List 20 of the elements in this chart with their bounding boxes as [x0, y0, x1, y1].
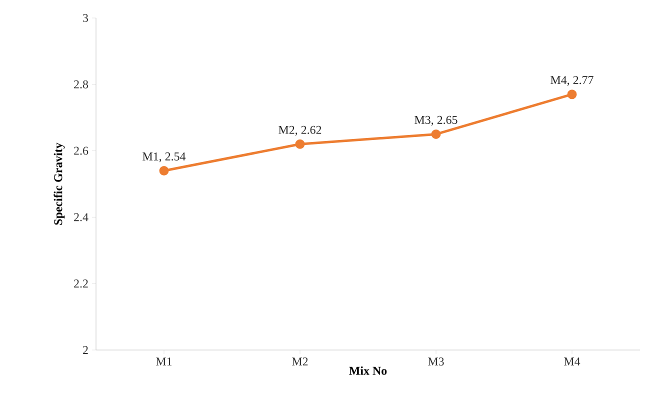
point [567, 90, 577, 100]
data-label: M2, 2.62 [278, 126, 322, 136]
y-axis-title: Specific Gravity [54, 142, 65, 225]
y-tick-label: 2.8 [74, 80, 88, 88]
point [159, 166, 169, 176]
x-tick-label: M2 [292, 358, 308, 366]
y-tick-label: 2.6 [74, 146, 88, 155]
y-tick-label: 2.4 [74, 213, 88, 222]
y-tick-label: 2 [83, 346, 88, 354]
point [295, 139, 305, 149]
data-label: M4, 2.77 [550, 76, 594, 86]
x-axis-title: Mix No [349, 366, 387, 375]
data-label: M3, 2.65 [414, 116, 458, 126]
point [431, 129, 441, 139]
x-tick-label: M1 [156, 358, 172, 366]
x-tick-label: M3 [428, 358, 444, 366]
y-tick-label: 2.2 [74, 280, 88, 288]
y-tick-label: 3 [83, 14, 88, 22]
data-label: M1, 2.54 [142, 152, 186, 162]
x-tick-label: M4 [564, 358, 580, 366]
